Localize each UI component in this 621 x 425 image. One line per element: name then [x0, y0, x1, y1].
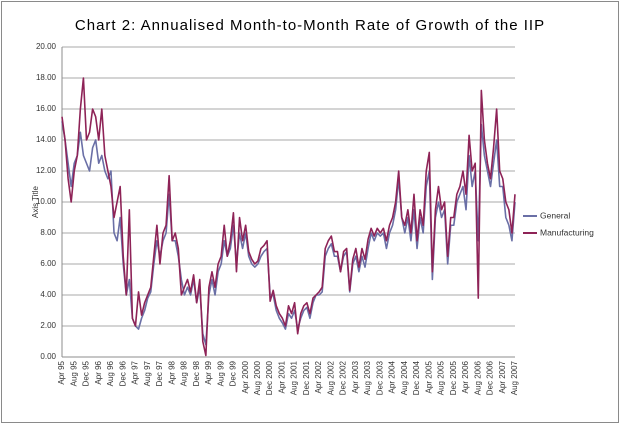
x-tick-label: Apr 95: [57, 360, 66, 384]
x-tick-label: Aug 2005: [437, 360, 446, 395]
x-tick-label: Apr 2007: [498, 360, 507, 393]
y-tick-label: 20.00: [36, 42, 57, 51]
x-tick-label: Aug 2000: [253, 360, 262, 395]
series-line: [61, 121, 516, 346]
x-tick-label: Apr 99: [204, 360, 213, 384]
x-tick-label: Apr 2000: [241, 360, 250, 393]
legend-label: Manufacturing: [540, 227, 594, 237]
x-tick-label: Apr 97: [131, 360, 140, 384]
x-tick-label: Dec 2003: [375, 360, 384, 395]
y-axis-title: Axis Title: [31, 185, 40, 218]
x-tick-label: Dec 2004: [412, 360, 421, 395]
x-tick-label: Aug 96: [106, 360, 115, 386]
x-tick-label: Apr 98: [167, 360, 176, 384]
y-tick-label: 10.00: [36, 197, 57, 206]
x-tick-label: Aug 2003: [363, 360, 372, 395]
x-tick-label: Apr 2006: [461, 360, 470, 393]
legend-label: General: [540, 210, 570, 220]
x-tick-label: Dec 2000: [265, 360, 274, 395]
x-tick-label: Aug 2001: [290, 360, 299, 395]
y-tick-label: 18.00: [36, 73, 57, 82]
x-tick-label: Dec 2001: [302, 360, 311, 395]
x-tick-label: Apr 2004: [388, 360, 397, 393]
series-line: [61, 77, 516, 357]
y-tick-label: 16.00: [36, 104, 57, 113]
x-tick-label: Dec 96: [118, 360, 127, 386]
x-tick-label: Dec 2006: [486, 360, 495, 395]
x-tick-label: Aug 97: [143, 360, 152, 386]
x-tick-label: Apr 2002: [314, 360, 323, 393]
x-tick-label: Dec 97: [155, 360, 164, 386]
y-tick-label: 6.00: [40, 259, 56, 268]
y-tick-label: 8.00: [40, 228, 56, 237]
x-tick-label: Aug 2004: [400, 360, 409, 395]
y-tick-label: 14.00: [36, 135, 57, 144]
x-tick-label: Aug 99: [216, 360, 225, 386]
x-tick-label: Aug 2006: [473, 360, 482, 395]
x-tick-label: Apr 96: [94, 360, 103, 384]
x-tick-label: Apr 2003: [351, 360, 360, 393]
x-tick-label: Aug 95: [69, 360, 78, 386]
y-tick-label: 12.00: [36, 166, 57, 175]
y-tick-label: 2.00: [40, 321, 56, 330]
x-tick-label: Dec 99: [229, 360, 238, 386]
x-tick-label: Apr 2001: [277, 360, 286, 393]
x-tick-label: Aug 98: [180, 360, 189, 386]
y-tick-label: 4.00: [40, 290, 56, 299]
x-tick-label: Aug 2002: [326, 360, 335, 395]
x-tick-label: Dec 98: [192, 360, 201, 386]
y-tick-label: 0.00: [40, 352, 56, 361]
x-tick-label: Dec 2005: [449, 360, 458, 395]
x-tick-label: Dec 95: [82, 360, 91, 386]
chart-title: Chart 2: Annualised Month-to-Month Rate …: [75, 17, 545, 34]
x-tick-label: Dec 2002: [339, 360, 348, 395]
x-tick-label: Apr 2005: [424, 360, 433, 393]
x-tick-label: Aug 2007: [510, 360, 519, 395]
